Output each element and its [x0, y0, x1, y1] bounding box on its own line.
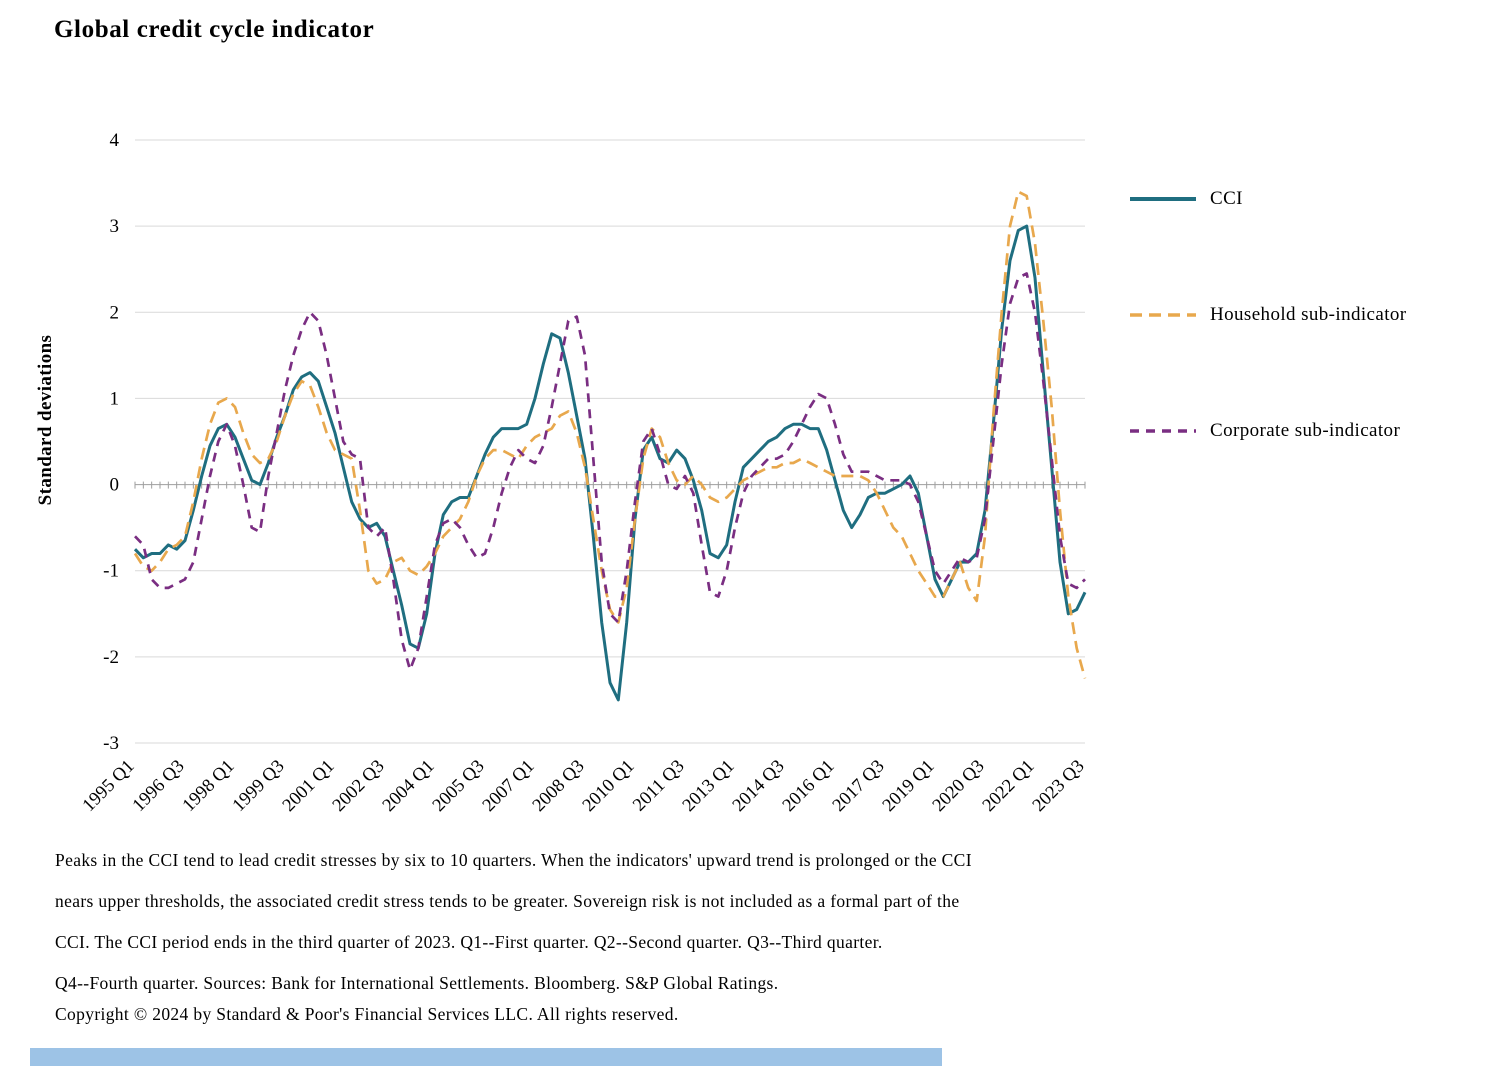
y-tick-label: 1	[110, 388, 120, 409]
x-tick-label: 2013 Q1	[679, 756, 739, 816]
footnote-line-5: Copyright © 2024 by Standard & Poor's Fi…	[55, 1004, 679, 1024]
household-line-sample-icon	[1130, 313, 1196, 317]
chart-title: Global credit cycle indicator	[54, 16, 375, 43]
y-tick-label: -2	[103, 647, 119, 668]
y-tick-label: 3	[110, 216, 120, 237]
cci-line	[133, 224, 1087, 702]
legend-entry-household: Household sub-indicator	[1128, 304, 1407, 326]
y-tick-label: -1	[103, 561, 119, 582]
footer-accent-bar	[30, 1048, 942, 1066]
x-tick-label: 2017 Q3	[829, 756, 889, 816]
x-tick-label: 2010 Q1	[579, 756, 639, 816]
legend-entry-corporate: Corporate sub-indicator	[1128, 420, 1407, 442]
footnote-line-2: nears upper thresholds, the associated c…	[55, 891, 960, 911]
x-tick-label: 2008 Q3	[529, 756, 589, 816]
legend: CCI Household sub-indicator Corporate su…	[1128, 188, 1407, 536]
x-tick-label: 2023 Q3	[1029, 756, 1089, 816]
x-tick-label: 2005 Q3	[429, 756, 489, 816]
x-tick-label: 2001 Q1	[279, 756, 339, 816]
legend-entry-cci: CCI	[1128, 188, 1407, 210]
cci-line-sample-icon	[1130, 197, 1196, 201]
x-tick-label: 2004 Q1	[379, 756, 439, 816]
x-tick-label: 2014 Q3	[729, 756, 789, 816]
corporate-line-sample-icon	[1130, 429, 1196, 433]
footnote-line-3: CCI. The CCI period ends in the third qu…	[55, 932, 883, 952]
x-tick-label: 2007 Q1	[479, 756, 539, 816]
x-tick-label: 1996 Q3	[129, 756, 189, 816]
x-tick-label: 1998 Q1	[179, 756, 239, 816]
x-tick-label: 2022 Q1	[979, 756, 1039, 816]
y-tick-label: 2	[110, 302, 120, 323]
x-tick-label: 2011 Q3	[629, 756, 688, 815]
x-tick-label: 2019 Q1	[879, 756, 939, 816]
footnote-line-1: Peaks in the CCI tend to lead credit str…	[55, 850, 972, 870]
legend-label-household: Household sub-indicator	[1210, 304, 1407, 325]
x-tick-label: 1999 Q3	[229, 756, 289, 816]
footnotes: Peaks in the CCI tend to lead credit str…	[55, 850, 1190, 1045]
y-tick-label: 0	[110, 475, 120, 496]
footnote-line-4: Q4--Fourth quarter. Sources: Bank for In…	[55, 973, 779, 993]
legend-label-cci: CCI	[1210, 188, 1243, 209]
y-tick-label: -3	[103, 733, 119, 754]
x-tick-label: 2020 Q3	[929, 756, 989, 816]
household-sub-indicator-line	[133, 190, 1087, 679]
x-tick-label: 2002 Q3	[329, 756, 389, 816]
x-tick-label: 1995 Q1	[79, 756, 139, 816]
y-tick-label: 4	[110, 130, 120, 151]
x-tick-label: 2016 Q1	[779, 756, 839, 816]
legend-label-corporate: Corporate sub-indicator	[1210, 420, 1401, 441]
